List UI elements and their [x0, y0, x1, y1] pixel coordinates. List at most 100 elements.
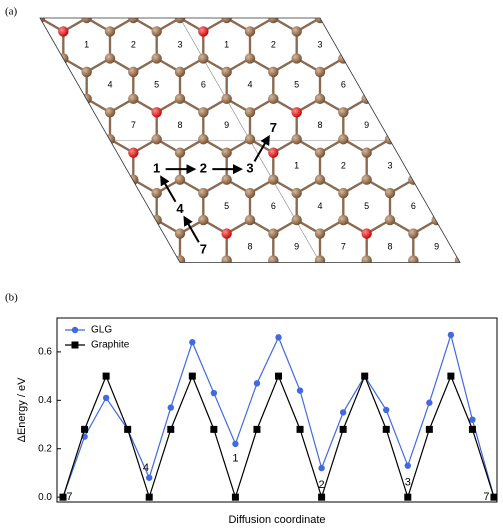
carbon-atom [198, 269, 208, 279]
carbon-atom [104, 187, 116, 199]
bond [40, 137, 42, 195]
carbon-atom [361, 18, 372, 24]
panel-label: (b) [5, 292, 18, 304]
marker [81, 425, 89, 433]
bond [40, 137, 88, 195]
site-number: 9 [364, 120, 369, 130]
carbon-atom [408, 174, 419, 185]
site-number: 2 [131, 39, 136, 49]
carbon-atom [151, 53, 162, 64]
carbon-atom [105, 296, 115, 306]
marker [102, 372, 110, 380]
carbon-atom [408, 66, 419, 78]
carbon-atom [385, 269, 395, 279]
carbon-atom [408, 18, 419, 24]
carbon-atom [174, 93, 186, 105]
carbon-atom [314, 66, 326, 78]
carbon-atom [40, 93, 46, 105]
carbon-atom [58, 214, 69, 226]
carbon-atom [128, 18, 139, 24]
bond [40, 218, 42, 263]
marker [404, 493, 412, 501]
annotation: 3 [405, 477, 411, 489]
carbon-atom [268, 228, 279, 239]
panel-label: (a) [5, 6, 18, 18]
site-number: 5 [364, 201, 369, 211]
oxygen-atom [128, 147, 139, 158]
path-label: 7 [270, 120, 277, 135]
carbon-atom [268, 174, 279, 185]
carbon-atom [244, 26, 256, 37]
site-number: 6 [271, 201, 276, 211]
carbon-atom [244, 214, 256, 226]
carbon-atom [174, 18, 186, 24]
carbon-atom [221, 255, 232, 263]
bond [248, 259, 298, 263]
marker [167, 404, 174, 411]
carbon-atom [268, 93, 279, 105]
bond [412, 57, 460, 114]
carbon-atom [151, 26, 162, 37]
marker [189, 339, 196, 346]
oxygen-atom [361, 228, 372, 239]
site-number: 8 [247, 241, 252, 251]
site-number: 4 [317, 201, 322, 211]
bond [62, 178, 112, 235]
path-label: 2 [200, 161, 207, 176]
carbon-atom [314, 174, 326, 185]
marker [426, 399, 433, 406]
marker [296, 387, 304, 394]
site-number: 9 [434, 241, 439, 251]
site-number: 4 [247, 80, 252, 90]
carbon-atom [338, 187, 349, 199]
carbon-atom [81, 255, 92, 263]
carbon-atom [431, 107, 442, 118]
site-number: 1 [224, 39, 229, 49]
carbon-atom [11, 53, 21, 63]
carbon-atom [11, 26, 21, 36]
carbon-atom [454, 228, 460, 239]
site-number: 9 [224, 120, 229, 130]
carbon-atom [314, 228, 326, 239]
site-number: 6 [341, 80, 346, 90]
carbon-atom [291, 269, 301, 279]
bond [62, 97, 112, 154]
carbon-atom [128, 66, 139, 78]
path-label: 1 [153, 161, 160, 176]
site-number: 4 [107, 80, 112, 90]
carbon-atom [11, 269, 21, 279]
carbon-atom [338, 214, 349, 226]
carbon-atom [58, 107, 69, 118]
carbon-atom [81, 66, 92, 78]
carbon-atom [478, 188, 488, 198]
carbon-atom [174, 147, 186, 158]
carbon-atom [314, 255, 326, 263]
bond [40, 178, 65, 235]
bond [0, 99, 17, 153]
carbon-atom [384, 214, 396, 226]
carbon-atom [291, 53, 302, 64]
carbon-atom [174, 174, 186, 185]
carbon-atom [244, 134, 256, 145]
y-tick-label: 0.6 [38, 347, 52, 358]
carbon-atom [245, 269, 255, 279]
carbon-atom [11, 215, 21, 225]
site-number: 5 [294, 80, 299, 90]
carbon-atom [338, 107, 349, 118]
marker [468, 425, 476, 433]
carbon-atom [454, 93, 460, 105]
carbon-atom [384, 53, 396, 64]
bond [483, 260, 503, 314]
carbon-atom [454, 147, 460, 158]
marker [425, 425, 433, 433]
path-arrow [160, 175, 177, 203]
bond [132, 218, 182, 263]
bond [108, 259, 158, 263]
marker [296, 425, 304, 433]
y-tick-label: 0.4 [38, 395, 52, 406]
carbon-atom [431, 269, 441, 279]
bond [295, 259, 345, 263]
carbon-atom [40, 66, 46, 78]
marker [490, 493, 498, 501]
